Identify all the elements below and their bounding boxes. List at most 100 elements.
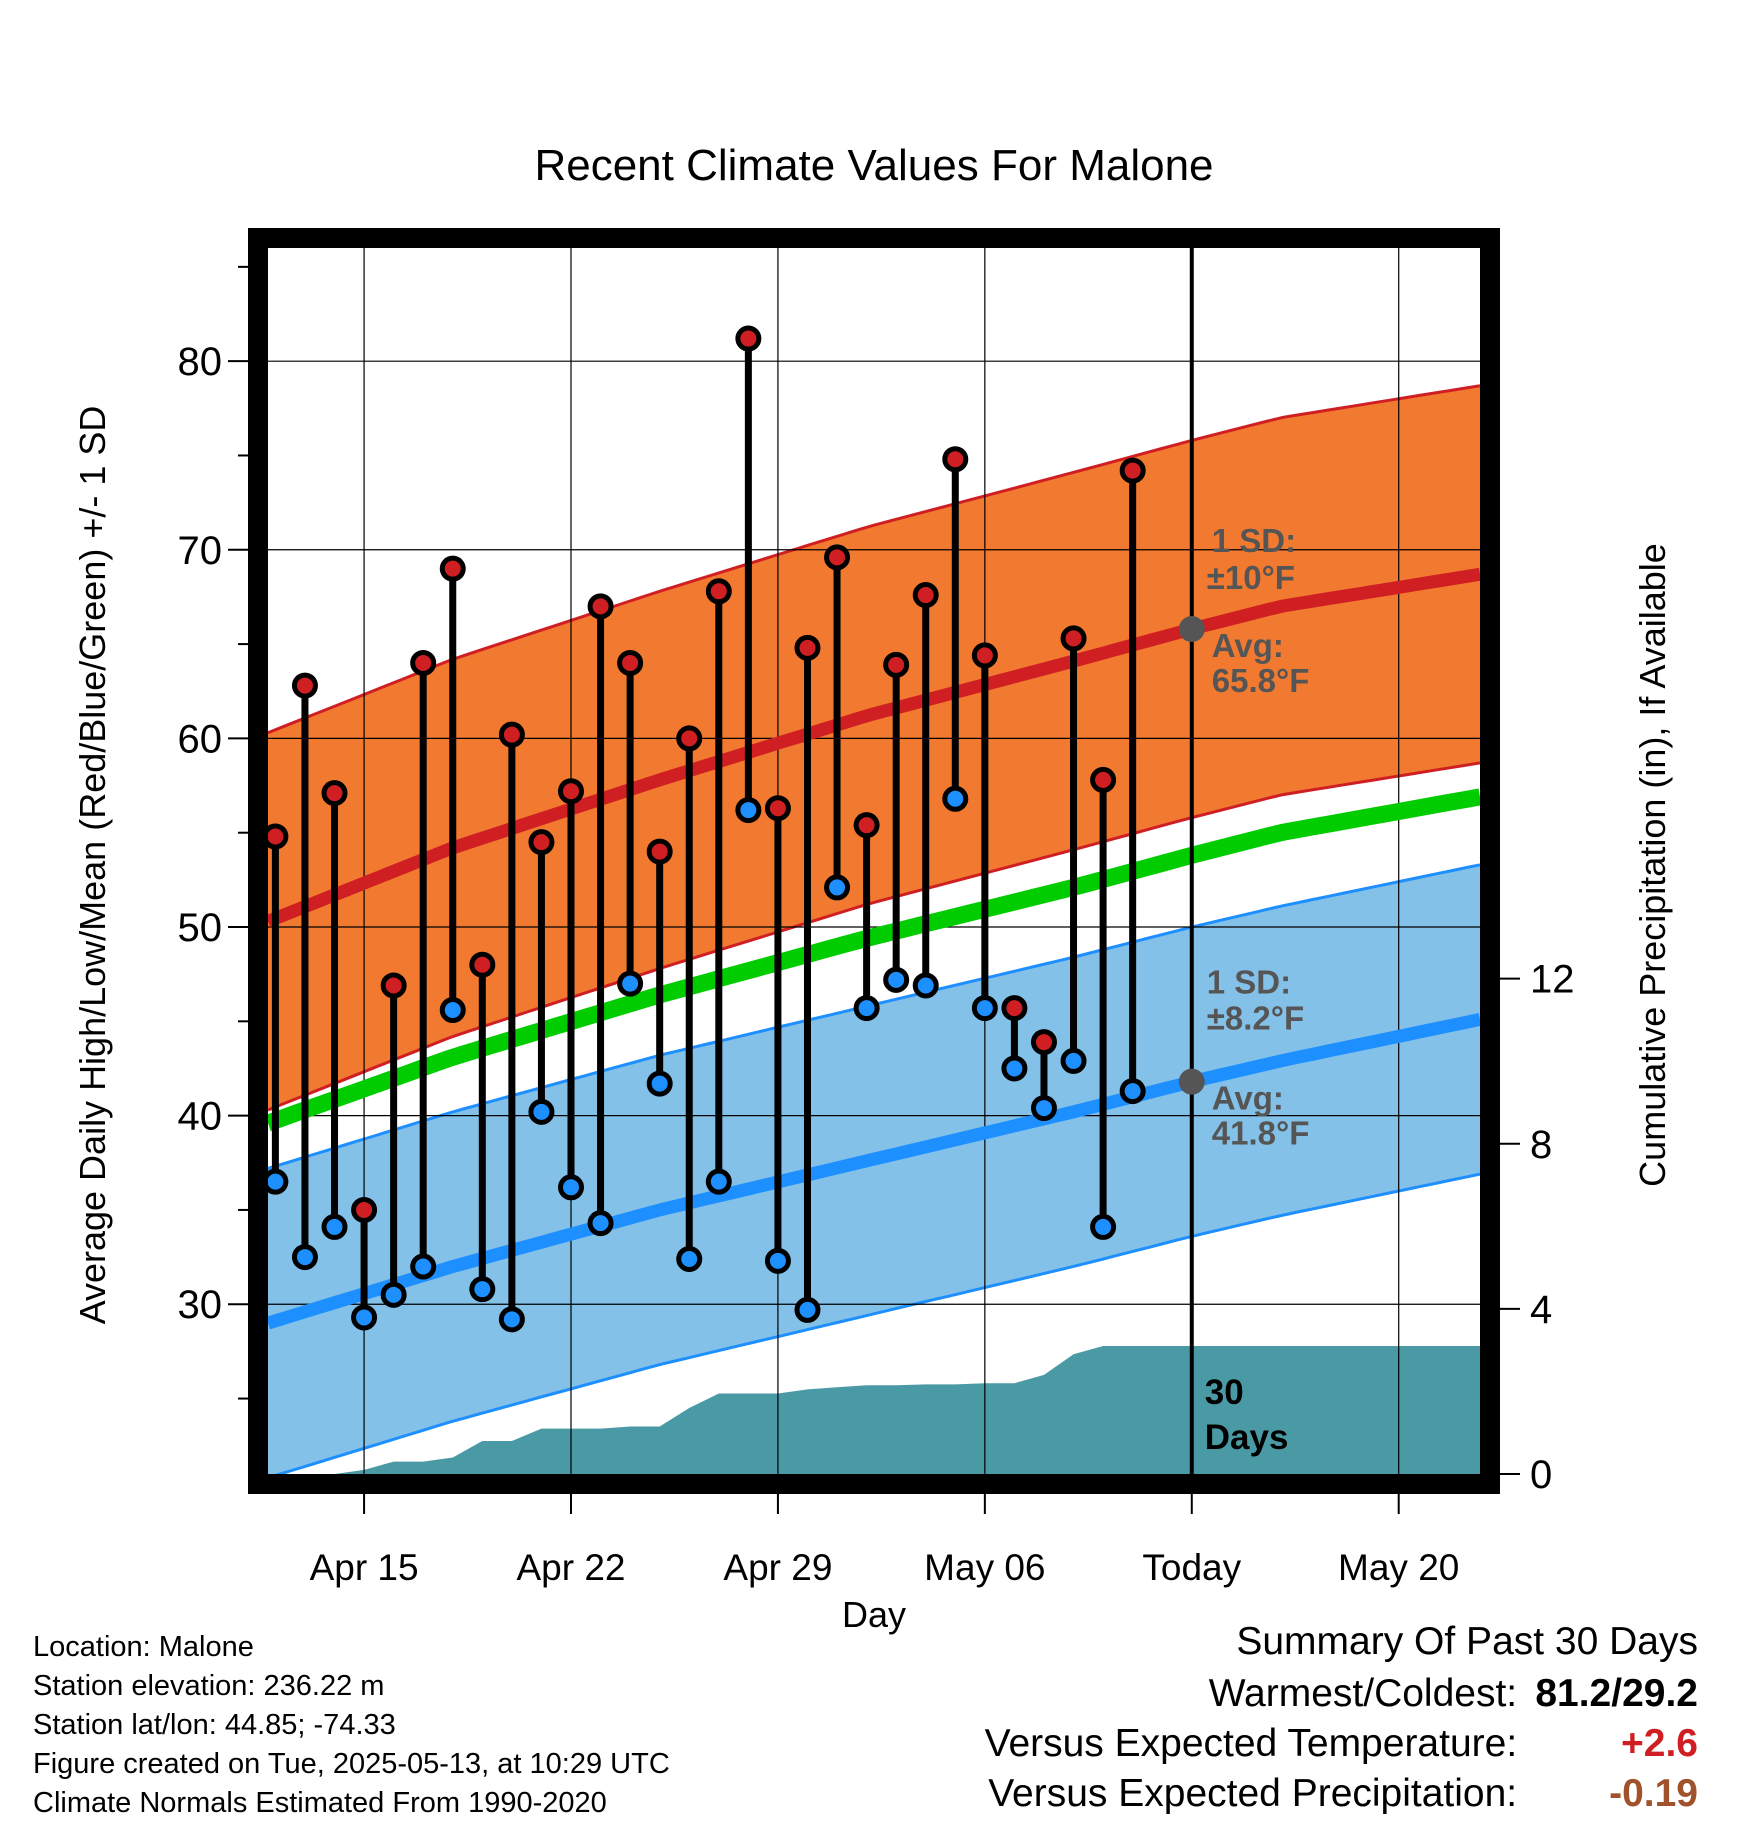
- high-point-2025-04-19: [469, 951, 496, 978]
- x-tick-label-1: Apr 22: [516, 1547, 625, 1588]
- high-point-2025-04-25: [646, 838, 673, 865]
- footer-created: Figure created on Tue, 2025-05-13, at 10…: [33, 1748, 670, 1780]
- low-point-2025-04-27: [705, 1168, 732, 1195]
- summary-temp-value: +2.6: [1621, 1722, 1698, 1765]
- low-point-2025-05-04: [912, 972, 939, 999]
- high-point-2025-05-10: [1090, 766, 1117, 793]
- low-point-2025-05-11: [1119, 1078, 1146, 1105]
- y-left-tick-label-60: 60: [178, 717, 223, 761]
- low-point-2025-05-10: [1090, 1213, 1117, 1240]
- low-point-2025-05-01: [824, 874, 851, 901]
- x-axis-label: Day: [842, 1594, 906, 1635]
- plot-frame: [248, 228, 1500, 1494]
- low-point-2025-05-09: [1060, 1047, 1087, 1074]
- summary-warm-cold-value: 81.2/29.2: [1535, 1672, 1698, 1715]
- low-point-2025-04-12: [268, 1168, 289, 1195]
- high-point-2025-04-29: [764, 795, 791, 822]
- footer-location: Location: Malone: [33, 1631, 254, 1663]
- high-point-2025-04-15: [351, 1196, 378, 1223]
- low-point-2025-04-18: [439, 997, 466, 1024]
- y-right-tick-label-8: 8: [1530, 1123, 1552, 1167]
- high-point-2025-05-08: [1030, 1029, 1057, 1056]
- low-point-2025-04-29: [764, 1247, 791, 1274]
- high-point-2025-04-22: [558, 778, 584, 805]
- high-point-2025-04-23: [587, 593, 614, 620]
- y-axis-right-label: Cumulative Precipitation (in), If Availa…: [1632, 543, 1673, 1187]
- summary-temp: Versus Expected Temperature: +2.6: [985, 1722, 1698, 1766]
- low-sd-lower-line: [275, 1172, 1480, 1474]
- low-point-2025-04-28: [735, 797, 762, 824]
- low-point-2025-04-17: [410, 1253, 437, 1280]
- low-point-2025-04-14: [321, 1213, 348, 1240]
- low-point-2025-04-19: [469, 1276, 496, 1303]
- low-point-2025-04-23: [587, 1210, 614, 1237]
- low-point-2025-04-25: [646, 1070, 673, 1097]
- high-point-2025-04-12: [268, 823, 289, 850]
- summary-precip-value: -0.19: [1609, 1772, 1698, 1815]
- avg-high-line: [268, 567, 1480, 928]
- low-point-2025-04-26: [676, 1245, 703, 1272]
- today-avg-high-marker: [1178, 616, 1205, 643]
- y-right-tick-label-0: 0: [1530, 1453, 1552, 1497]
- summary-title: Summary Of Past 30 Days: [1236, 1620, 1698, 1663]
- high-point-2025-05-03: [883, 651, 910, 678]
- low-point-2025-05-03: [883, 966, 910, 993]
- low-avg-label: Avg:: [1212, 1080, 1284, 1117]
- low-point-2025-05-05: [942, 785, 969, 812]
- window-label-days: Days: [1205, 1418, 1289, 1457]
- summary-temp-label: Versus Expected Temperature:: [984, 1722, 1518, 1765]
- high-sd-lower-line: [268, 761, 1480, 1112]
- footer-elevation: Station elevation: 236.22 m: [33, 1670, 385, 1702]
- avg-mean-line: [268, 788, 1480, 1132]
- summary-precip-label: Versus Expected Precipitation:: [988, 1772, 1518, 1815]
- high-point-2025-04-24: [617, 649, 644, 676]
- y-right-tick-label-12: 12: [1530, 958, 1575, 1002]
- low-point-2025-04-13: [291, 1244, 318, 1271]
- low-point-2025-05-02: [853, 995, 880, 1022]
- summary-precip: Versus Expected Precipitation: -0.19: [988, 1772, 1698, 1816]
- low-sd-value: ±8.2°F: [1207, 1000, 1304, 1037]
- x-tick-label-3: May 06: [924, 1547, 1045, 1588]
- low-point-2025-04-30: [794, 1296, 821, 1323]
- low-avg-value: 41.8°F: [1212, 1115, 1310, 1152]
- low-point-2025-04-24: [617, 970, 644, 997]
- high-point-2025-04-20: [498, 721, 525, 748]
- x-tick-label-5: May 20: [1338, 1547, 1459, 1588]
- y-right-tick-label-4: 4: [1530, 1288, 1552, 1332]
- today-avg-low-marker: [1178, 1068, 1205, 1095]
- high-avg-label: Avg:: [1212, 627, 1284, 664]
- high-point-2025-05-01: [824, 544, 851, 571]
- high-sd-label: 1 SD:: [1212, 522, 1296, 559]
- high-point-2025-04-26: [676, 725, 703, 752]
- footer-latlon: Station lat/lon: 44.85; -74.33: [33, 1709, 396, 1741]
- window-label-number: 30: [1205, 1373, 1244, 1412]
- chart-title: Recent Climate Values For Malone: [534, 141, 1213, 190]
- low-point-2025-05-07: [1001, 1055, 1028, 1082]
- y-left-tick-label-70: 70: [178, 529, 223, 573]
- footer-normals: Climate Normals Estimated From 1990-2020: [33, 1787, 607, 1819]
- high-point-2025-05-04: [912, 582, 939, 609]
- plot-clip-group: [268, 248, 1480, 1474]
- high-point-2025-05-02: [853, 812, 880, 839]
- low-point-2025-04-15: [351, 1304, 378, 1331]
- y-left-tick-label-50: 50: [178, 906, 223, 950]
- high-point-2025-04-30: [794, 634, 821, 661]
- high-avg-value: 65.8°F: [1212, 662, 1310, 699]
- low-point-2025-04-20: [498, 1306, 525, 1333]
- high-point-2025-04-16: [380, 972, 407, 999]
- summary-warm-cold-label: Warmest/Coldest:: [1208, 1672, 1518, 1715]
- y-left-tick-label-40: 40: [178, 1095, 223, 1139]
- low-point-2025-04-16: [380, 1281, 407, 1308]
- high-point-2025-04-27: [705, 578, 732, 605]
- low-point-2025-05-06: [971, 995, 998, 1022]
- high-point-2025-05-05: [942, 446, 969, 473]
- y-axis-left-label: Average Daily High/Low/Mean (Red/Blue/Gr…: [72, 406, 113, 1325]
- x-tick-label-4: Today: [1142, 1547, 1241, 1588]
- high-point-2025-04-14: [321, 780, 348, 807]
- high-point-2025-04-13: [291, 672, 318, 699]
- summary-warm-cold: Warmest/Coldest: 81.2/29.2: [1209, 1672, 1698, 1716]
- y-left-tick-label-80: 80: [178, 340, 223, 384]
- x-tick-label-0: Apr 15: [310, 1547, 419, 1588]
